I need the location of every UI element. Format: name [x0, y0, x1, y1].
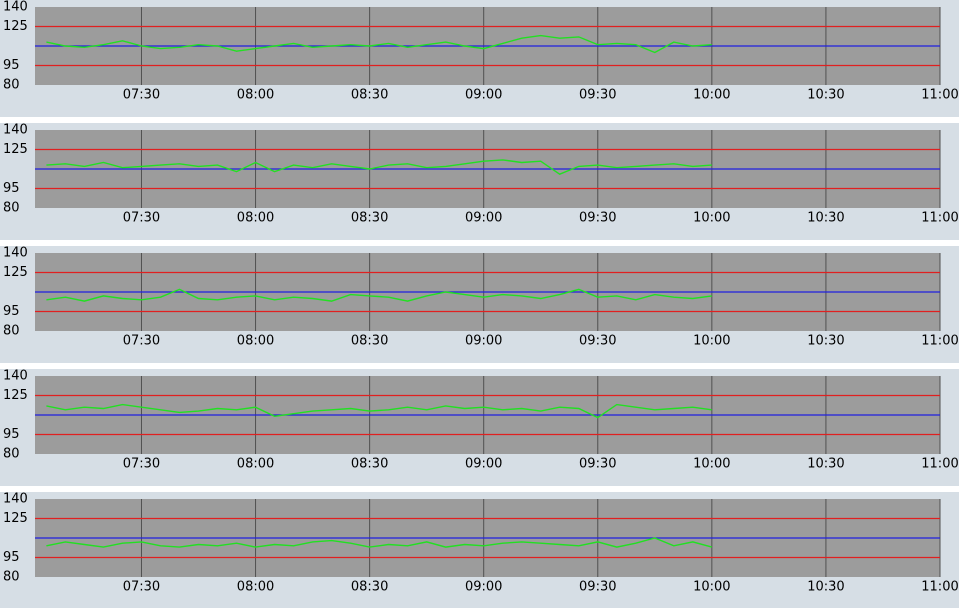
chart-panel: 07:30 08:00 08:30 09:00 09:30 10:00 10:30 11:00… — [0, 0, 959, 117]
x-tick-label: 08:00 — [237, 88, 274, 103]
x-tick-label: 09:00 — [465, 88, 502, 103]
chart-panel: 07:30 08:00 08:30 09:00 09:30 10:00 10:30 11:00… — [0, 369, 959, 486]
y-tick-label: 140 — [3, 246, 28, 261]
x-tick-label: 10:30 — [807, 88, 844, 103]
x-tick-label: 10:30 — [807, 211, 844, 226]
y-tick-label: 95 — [3, 427, 20, 442]
x-tick-label: 10:00 — [693, 334, 730, 349]
data-line — [46, 159, 712, 175]
y-tick-label: 95 — [3, 181, 20, 196]
y-tick-label: 140 — [3, 123, 28, 138]
y-tick-label: 80 — [3, 570, 20, 585]
y-tick-label: 95 — [3, 304, 20, 319]
y-tick-label: 125 — [3, 388, 28, 403]
x-tick-label: 08:00 — [237, 457, 274, 472]
y-tick-label: 140 — [3, 369, 28, 384]
x-tick-label: 10:00 — [693, 457, 730, 472]
x-tick-label: 09:00 — [465, 457, 502, 472]
y-tick-label: 80 — [3, 324, 20, 339]
x-tick-label: 07:30 — [123, 211, 160, 226]
chart-panel: 07:30 08:00 08:30 09:00 09:30 10:00 10:30 11:00… — [0, 123, 959, 240]
y-tick-label: 125 — [3, 142, 28, 157]
y-tick-label: 95 — [3, 550, 20, 565]
data-line — [46, 403, 712, 419]
x-tick-label: 08:00 — [237, 211, 274, 226]
y-tick-label: 125 — [3, 19, 28, 34]
chart-panel: 07:30 08:00 08:30 09:00 09:30 10:00 10:30 11:00… — [0, 246, 959, 363]
x-tick-label: 09:00 — [465, 580, 502, 595]
x-tick-label: 09:30 — [579, 88, 616, 103]
x-tick-label: 10:30 — [807, 580, 844, 595]
x-tick-label: 09:30 — [579, 457, 616, 472]
y-tick-label: 125 — [3, 511, 28, 526]
x-tick-label: 11:00 — [921, 211, 958, 226]
x-tick-label: 09:30 — [579, 580, 616, 595]
x-tick-label: 07:30 — [123, 88, 160, 103]
chart-panel: 07:30 08:00 08:30 09:00 09:30 10:00 10:30 11:00… — [0, 492, 959, 608]
x-tick-label: 09:30 — [579, 211, 616, 226]
x-tick-label: 07:30 — [123, 334, 160, 349]
y-tick-label: 80 — [3, 447, 20, 462]
x-tick-label: 08:30 — [351, 457, 388, 472]
x-tick-label: 11:00 — [921, 334, 958, 349]
y-tick-label: 80 — [3, 78, 20, 93]
x-tick-label: 08:30 — [351, 211, 388, 226]
y-tick-label: 95 — [3, 58, 20, 73]
x-tick-label: 08:30 — [351, 580, 388, 595]
x-tick-label: 08:00 — [237, 580, 274, 595]
x-tick-label: 09:00 — [465, 211, 502, 226]
y-tick-label: 140 — [3, 0, 28, 15]
x-tick-label: 11:00 — [921, 88, 958, 103]
x-tick-label: 08:30 — [351, 88, 388, 103]
x-tick-label: 11:00 — [921, 580, 958, 595]
y-tick-label: 125 — [3, 265, 28, 280]
x-tick-label: 07:30 — [123, 457, 160, 472]
x-tick-label: 09:00 — [465, 334, 502, 349]
x-tick-label: 11:00 — [921, 457, 958, 472]
data-line — [46, 288, 712, 302]
y-tick-label: 80 — [3, 201, 20, 216]
x-tick-label: 08:00 — [237, 334, 274, 349]
x-tick-label: 09:30 — [579, 334, 616, 349]
y-tick-label: 140 — [3, 492, 28, 507]
x-tick-label: 08:30 — [351, 334, 388, 349]
x-tick-label: 10:00 — [693, 580, 730, 595]
x-tick-label: 10:00 — [693, 88, 730, 103]
data-line — [46, 537, 712, 548]
x-tick-label: 10:00 — [693, 211, 730, 226]
x-tick-label: 10:30 — [807, 334, 844, 349]
data-line — [46, 34, 712, 54]
x-tick-label: 07:30 — [123, 580, 160, 595]
x-tick-label: 10:30 — [807, 457, 844, 472]
